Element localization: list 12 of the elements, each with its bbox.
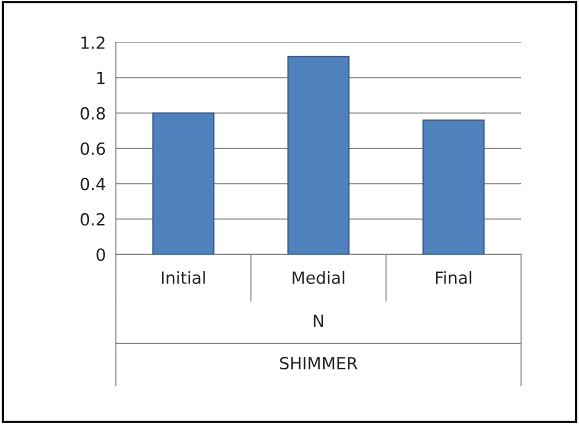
- y-tick-label: 0.2: [80, 213, 104, 226]
- y-tick-label: 1.2: [81, 36, 104, 49]
- y-tick-label: 0.4: [80, 178, 106, 190]
- x-tick-label: Final: [436, 271, 472, 284]
- x-tick-label: Medial: [292, 271, 344, 284]
- x-axis-title: N: [314, 314, 324, 327]
- y-tick-label: 1: [97, 72, 105, 84]
- y-tick-label: 0: [96, 248, 105, 261]
- y-tick-label: 0.8: [80, 107, 105, 120]
- text: SHIMMER: [280, 356, 358, 370]
- x-tick-label: Initial: [162, 271, 205, 284]
- y-tick-label: 0.6: [80, 142, 106, 155]
